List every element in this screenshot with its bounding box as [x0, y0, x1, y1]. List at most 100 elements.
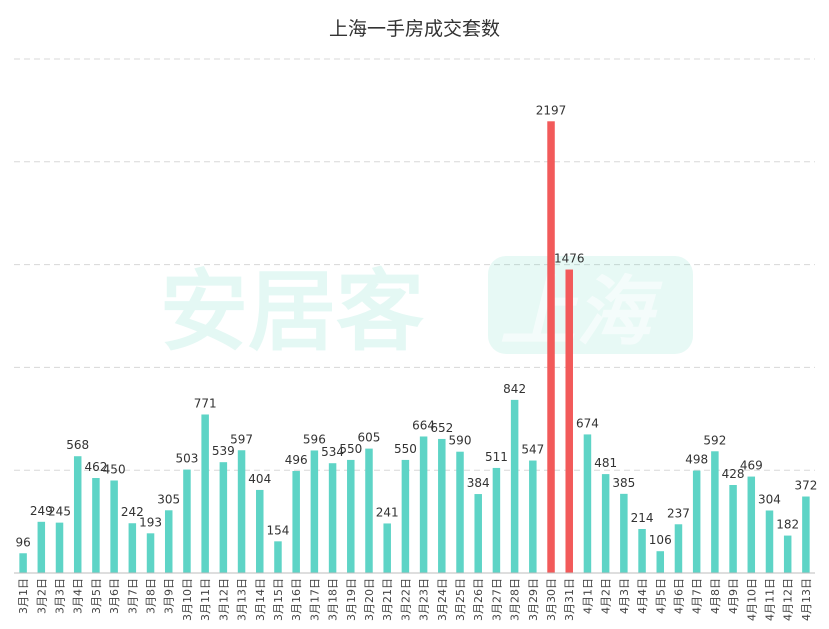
bar [19, 553, 27, 573]
x-tick-label: 3月18日 [327, 578, 340, 621]
bar [692, 470, 701, 573]
bar [674, 524, 683, 573]
data-label: 242 [121, 505, 144, 519]
data-label: 2197 [536, 103, 567, 117]
x-tick-label: 4月10日 [745, 578, 758, 621]
x-tick-label: 4月12日 [782, 578, 795, 621]
x-tick-label: 3月11日 [199, 578, 212, 621]
data-label: 404 [248, 472, 271, 486]
data-label: 384 [467, 476, 490, 490]
watermark: 安居客 上海 [160, 256, 693, 363]
x-tick-label: 4月13日 [800, 578, 813, 621]
bar [37, 521, 46, 573]
data-label: 249 [30, 504, 53, 518]
bar [456, 451, 464, 573]
bar [73, 456, 82, 573]
bar [328, 463, 337, 573]
bar [583, 434, 592, 573]
x-tick-label: 3月9日 [163, 578, 176, 614]
data-label: 372 [794, 479, 817, 493]
bar [783, 535, 792, 573]
x-tick-label: 3月25日 [454, 578, 467, 621]
data-label: 605 [358, 431, 381, 445]
data-label: 385 [612, 476, 635, 490]
bar [292, 471, 300, 573]
data-label: 771 [194, 396, 217, 410]
data-label: 550 [339, 442, 362, 456]
x-tick-label: 4月9日 [727, 578, 740, 614]
x-tick-label: 3月8日 [145, 578, 158, 614]
x-tick-label: 4月11日 [763, 578, 776, 621]
bar [510, 399, 519, 573]
data-label: 305 [157, 492, 180, 506]
x-tick-label: 3月1日 [17, 578, 30, 614]
bar [201, 414, 209, 573]
bar [656, 551, 665, 573]
x-tick-label: 3月10日 [181, 578, 194, 621]
x-tick-label: 4月8日 [709, 578, 722, 614]
bar [601, 474, 610, 573]
data-label: 96 [15, 535, 30, 549]
bar [529, 460, 537, 573]
bar [146, 533, 155, 573]
bar [164, 510, 173, 573]
data-label: 1476 [554, 252, 585, 266]
watermark-badge-text: 上海 [500, 267, 663, 356]
data-label: 590 [449, 434, 472, 448]
bar [765, 510, 774, 573]
chart-title: 上海一手房成交套数 [328, 18, 500, 40]
bar [256, 489, 264, 573]
x-tick-label: 3月17日 [308, 578, 321, 621]
watermark-badge [488, 256, 693, 354]
bar [383, 523, 391, 573]
data-label: 245 [48, 505, 71, 519]
data-label: 652 [430, 421, 453, 435]
x-tick-label: 3月19日 [345, 578, 358, 621]
bar [711, 451, 719, 573]
bar [310, 450, 319, 573]
data-label: 241 [376, 505, 399, 519]
data-label: 568 [66, 438, 89, 452]
x-tick-label: 3月5日 [90, 578, 103, 614]
watermark-text: 安居客 [160, 260, 424, 363]
x-tick-label: 3月28日 [509, 578, 522, 621]
x-tick-label: 3月22日 [399, 578, 412, 621]
data-label: 304 [758, 492, 781, 506]
data-label: 547 [521, 443, 544, 457]
bar [729, 485, 737, 573]
bar [274, 541, 282, 573]
x-tick-label: 3月13日 [236, 578, 249, 621]
bar [565, 269, 573, 573]
x-tick-labels: 3月1日 3月2日 3月3日 3月4日 3月5日 3月6日 3月7日 3月8日 3月9日 3月10… [17, 578, 813, 621]
data-label: 511 [485, 450, 508, 464]
x-tick-label: 3月6日 [108, 578, 121, 614]
bar [620, 493, 628, 573]
bar [55, 522, 64, 573]
bar [365, 448, 373, 573]
data-label: 674 [576, 416, 599, 430]
x-tick-label: 3月7日 [126, 578, 139, 614]
data-label: 182 [776, 518, 799, 532]
bar [638, 529, 646, 573]
bar [492, 467, 501, 573]
data-label: 498 [685, 453, 708, 467]
bar [237, 450, 246, 573]
bar [110, 480, 118, 573]
data-label: 154 [267, 523, 290, 537]
bar [128, 523, 137, 573]
bar [747, 476, 756, 573]
data-label: 469 [740, 459, 763, 473]
bars [19, 121, 810, 573]
data-label: 842 [503, 382, 526, 396]
bar [547, 121, 555, 573]
x-tick-label: 3月30日 [545, 578, 558, 621]
data-label: 503 [175, 452, 198, 466]
x-tick-label: 3月14日 [254, 578, 267, 621]
x-tick-label: 4月7日 [691, 578, 704, 614]
x-tick-label: 3月15日 [272, 578, 285, 621]
x-tick-label: 3月26日 [472, 578, 485, 621]
x-tick-label: 4月2日 [600, 578, 613, 614]
x-tick-label: 3月3日 [54, 578, 67, 614]
